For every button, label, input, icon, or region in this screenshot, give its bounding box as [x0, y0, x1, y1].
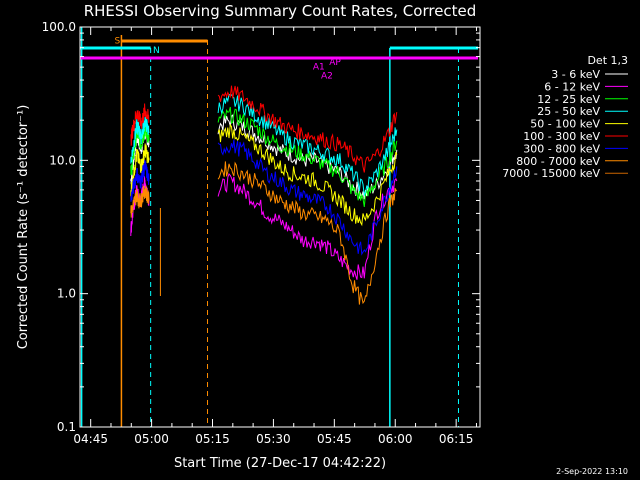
- chart-title: RHESSI Observing Summary Count Rates, Co…: [84, 2, 477, 20]
- series-12-25-kev-segment-1: [217, 106, 398, 207]
- x-tick-label: 04:45: [73, 432, 108, 446]
- series-50-100-kev-segment-1: [217, 123, 398, 227]
- legend-label-100-300-kev: 100 - 300 keV: [523, 130, 600, 143]
- series-300-800-kev-segment-0: [130, 159, 150, 202]
- y-tick-label: 0.1: [57, 420, 76, 434]
- legend-label-50-100-kev: 50 - 100 keV: [530, 118, 600, 131]
- y-tick-label: 1.0: [57, 287, 76, 301]
- legend-label-7000-15000-kev: 7000 - 15000 keV: [502, 167, 600, 180]
- series-50-100-kev-segment-0: [130, 143, 150, 197]
- series-300-800-kev-segment-1: [217, 139, 398, 256]
- x-tick-label: 05:00: [134, 432, 169, 446]
- series-100-300-kev-segment-0: [130, 103, 150, 147]
- annotation-s: S: [115, 37, 121, 47]
- legend-label-800-7000-kev: 800 - 7000 keV: [516, 155, 600, 168]
- x-tick-label: 05:45: [317, 432, 352, 446]
- y-tick-label: 10.0: [49, 153, 76, 167]
- series-800-7000-kev-segment-1: [217, 161, 398, 305]
- legend-label-6-12-kev: 6 - 12 keV: [544, 80, 600, 93]
- legend-label-300-800-kev: 300 - 800 keV: [523, 142, 600, 155]
- x-axis-label: Start Time (27-Dec-17 04:42:22): [174, 456, 386, 471]
- legend-label-12-25-kev: 12 - 25 keV: [537, 93, 600, 106]
- series-6-12-kev-segment-1: [217, 173, 398, 280]
- y-axis-label: Corrected Count Rate (s⁻¹ detector⁻¹): [16, 105, 31, 350]
- legend-label-3-6-kev: 3 - 6 keV: [551, 68, 600, 81]
- annotation-a1: A1: [313, 63, 325, 73]
- legend-header: Det 1,3: [587, 54, 628, 67]
- annotation-n: N: [153, 46, 160, 56]
- series-100-300-kev-segment-1: [217, 85, 398, 173]
- annotation-ap: AP: [329, 58, 341, 68]
- plot-frame: [79, 26, 481, 428]
- series-25-50-kev-segment-1: [217, 93, 398, 196]
- legend-label-25-50-kev: 25 - 50 keV: [537, 105, 600, 118]
- timestamp: 2-Sep-2022 13:10: [556, 467, 628, 476]
- axes: 0.1 1.0 10.0 100.0 04:45 05:00 05:15 05:30 05:45…: [42, 20, 480, 446]
- series-800-7000-kev-segment-0: [130, 185, 150, 218]
- x-tick-label: 05:15: [195, 432, 230, 446]
- annotation-a2: A2: [321, 72, 333, 82]
- x-tick-label: 05:30: [256, 432, 291, 446]
- x-tick-label: 06:00: [378, 432, 413, 446]
- y-tick-label: 100.0: [42, 20, 76, 34]
- x-tick-label: 06:15: [439, 432, 474, 446]
